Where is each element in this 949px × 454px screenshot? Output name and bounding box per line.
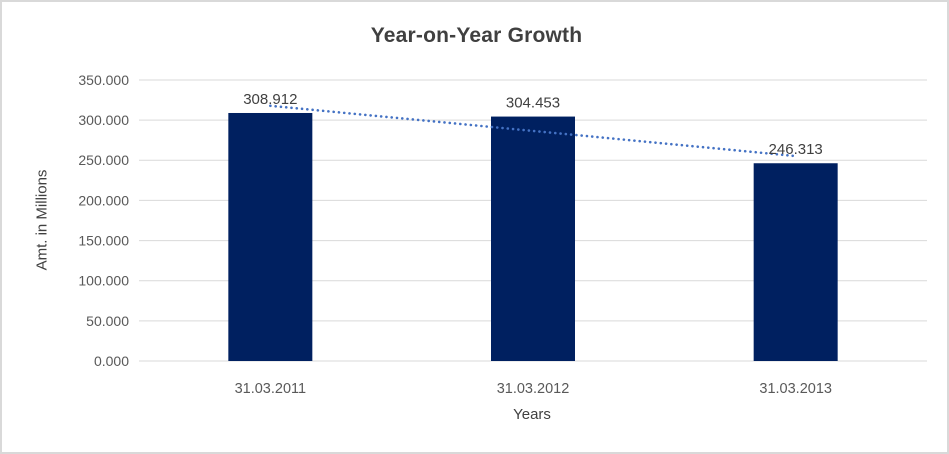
trendline (269, 104, 797, 158)
y-tick-label: 350.000 (78, 72, 129, 88)
data-label: 304.453 (506, 95, 560, 112)
data-label: 308.912 (243, 91, 297, 108)
x-tick-label: 31.03.2011 (235, 381, 307, 397)
y-tick-label: 250.000 (78, 152, 129, 168)
bar (228, 112, 313, 361)
bar (753, 163, 838, 361)
y-tick-label: 0.000 (94, 353, 129, 369)
y-tick-label: 100.000 (78, 273, 129, 289)
y-tick-label: 150.000 (78, 232, 129, 248)
chart-title: Year-on-Year Growth (370, 24, 583, 47)
y-tick-label: 50.000 (86, 313, 129, 329)
y-tick-label: 200.000 (78, 192, 129, 208)
data-label: 246.313 (769, 141, 823, 158)
x-tick-label: 31.03.2013 (759, 381, 832, 397)
bar (491, 116, 575, 361)
x-axis-title: Years (513, 406, 551, 423)
x-tick-label: 31.03.2012 (497, 381, 570, 397)
y-tick-label: 300.000 (78, 112, 129, 128)
